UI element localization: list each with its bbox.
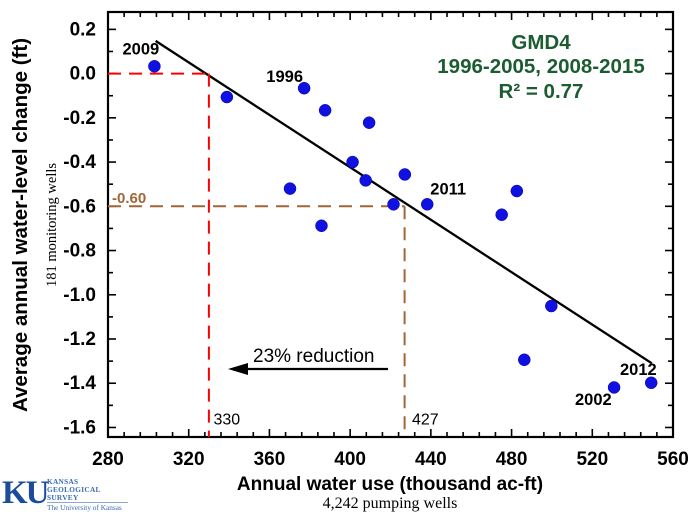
svg-text:KU: KU (2, 475, 50, 511)
svg-text:330: 330 (214, 411, 241, 428)
svg-text:-0.60: -0.60 (112, 190, 146, 207)
svg-text:-1.2: -1.2 (63, 329, 96, 350)
svg-text:GMD4: GMD4 (511, 31, 571, 54)
svg-text:520: 520 (576, 449, 608, 470)
svg-text:2012: 2012 (620, 361, 657, 379)
svg-text:400: 400 (334, 449, 366, 470)
svg-text:320: 320 (173, 449, 205, 470)
svg-text:R² = 0.77: R² = 0.77 (499, 80, 584, 103)
svg-text:480: 480 (496, 449, 528, 470)
svg-text:-0.4: -0.4 (63, 152, 96, 173)
svg-text:1996: 1996 (266, 68, 303, 86)
svg-text:360: 360 (254, 449, 286, 470)
svg-text:280: 280 (92, 449, 124, 470)
svg-text:1996-2005, 2008-2015: 1996-2005, 2008-2015 (437, 55, 644, 78)
svg-text:2011: 2011 (430, 180, 466, 198)
svg-text:-1.6: -1.6 (63, 417, 96, 438)
svg-text:2009: 2009 (123, 40, 160, 58)
svg-text:-0.8: -0.8 (63, 241, 96, 262)
svg-text:-0.6: -0.6 (63, 196, 96, 217)
svg-text:23% reduction: 23% reduction (253, 346, 374, 367)
svg-text:560: 560 (657, 449, 689, 470)
svg-text:SURVEY: SURVEY (47, 493, 79, 502)
svg-text:427: 427 (412, 411, 439, 428)
svg-text:-1.0: -1.0 (63, 285, 96, 306)
svg-text:The University of Kansas: The University of Kansas (47, 503, 122, 512)
svg-text:4,242 pumping wells: 4,242 pumping wells (323, 495, 458, 512)
svg-text:0.2: 0.2 (70, 19, 96, 40)
svg-text:0.0: 0.0 (70, 64, 96, 85)
svg-text:440: 440 (415, 449, 447, 470)
svg-text:181 monitoring wells: 181 monitoring wells (44, 163, 60, 287)
svg-text:-0.2: -0.2 (63, 108, 96, 129)
svg-text:Annual water use (thousand ac-: Annual water use (thousand ac-ft) (237, 474, 543, 495)
svg-text:-1.4: -1.4 (63, 373, 96, 394)
svg-text:Average annual water-level cha: Average annual water-level change (ft) (9, 38, 32, 412)
svg-text:2002: 2002 (575, 391, 612, 409)
